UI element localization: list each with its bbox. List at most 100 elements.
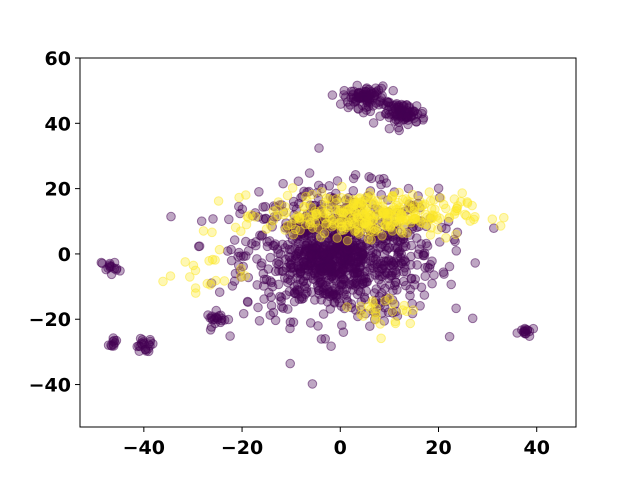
scatter-point-yellow [299, 201, 309, 212]
scatter-point-purple [390, 277, 401, 287]
scatter-point-purple [348, 252, 359, 263]
scatter-point-yellow [302, 196, 312, 206]
scatter-point-yellow [243, 213, 254, 223]
scatter-point-yellow [380, 296, 390, 306]
scatter-point-purple [358, 107, 369, 118]
scatter-point-purple [318, 309, 329, 319]
scatter-point-yellow [219, 276, 230, 286]
scatter-point-purple [364, 89, 375, 100]
scatter-point-purple [376, 264, 387, 274]
scatter-point-purple [272, 244, 283, 254]
scatter-point-yellow [397, 228, 407, 238]
scatter-point-purple [306, 250, 317, 260]
scatter-point-yellow [393, 214, 404, 224]
scatter-point-purple [288, 317, 299, 328]
scatter-point-yellow [268, 206, 279, 216]
scatter-point-yellow [268, 215, 279, 226]
scatter-point-purple [241, 236, 251, 247]
scatter-point-purple [278, 178, 288, 189]
scatter-point-yellow [236, 226, 246, 236]
scatter-point-purple [376, 83, 387, 94]
scatter-point-yellow [356, 301, 366, 312]
scatter-point-purple [316, 334, 327, 344]
scatter-point-purple [315, 242, 325, 253]
scatter-point-yellow [319, 228, 330, 239]
scatter-point-yellow [369, 223, 379, 234]
scatter-point-purple [293, 239, 304, 249]
points-layer [96, 80, 539, 389]
scatter-point-purple [293, 176, 304, 186]
scatter-point-purple [338, 327, 349, 338]
scatter-point-purple [307, 379, 318, 389]
scatter-point-yellow [358, 311, 369, 321]
scatter-point-yellow [429, 195, 439, 205]
scatter-point-purple [97, 258, 108, 269]
scatter-point-yellow [282, 190, 293, 201]
scatter-point-purple [139, 338, 149, 349]
x-tick-label: −40 [123, 437, 165, 459]
scatter-point-purple [451, 246, 462, 256]
scatter-point-yellow [402, 210, 412, 221]
scatter-point-purple [258, 268, 269, 279]
scatter-point-yellow [441, 233, 451, 243]
x-tick-label: 20 [425, 437, 451, 459]
scatter-point-yellow [342, 302, 352, 312]
scatter-point-purple [253, 302, 263, 313]
scatter-point-purple [376, 179, 386, 190]
scatter-point-purple [270, 239, 281, 249]
scatter-point-yellow [214, 244, 225, 255]
scatter-point-purple [411, 233, 422, 243]
scatter-point-purple [381, 178, 392, 188]
scatter-point-yellow [198, 226, 209, 236]
scatter-point-yellow [333, 205, 343, 215]
scatter-point-purple [241, 251, 251, 261]
scatter-point-purple [278, 303, 289, 314]
scatter-point-purple [227, 281, 238, 291]
scatter-point-yellow [288, 229, 299, 240]
scatter-point-purple [366, 87, 376, 97]
scatter-point-purple [266, 292, 276, 302]
y-tick-label: 60 [45, 48, 71, 70]
scatter-point-purple [444, 261, 455, 272]
scatter-point-yellow [407, 189, 418, 200]
scatter-point-purple [225, 331, 235, 341]
scatter-point-purple [229, 276, 240, 287]
scatter-point-yellow [316, 187, 327, 197]
scatter-point-purple [418, 249, 429, 259]
scatter-point-purple [352, 80, 363, 91]
scatter-point-yellow [331, 198, 341, 208]
scatter-point-purple [450, 236, 460, 247]
scatter-point-purple [265, 310, 276, 320]
y-tick-label: 40 [45, 113, 71, 135]
scatter-point-purple [224, 214, 234, 225]
scatter-point-yellow [372, 210, 382, 220]
scatter-point-purple [229, 235, 240, 245]
scatter-point-yellow [376, 333, 386, 344]
scatter-point-purple [264, 236, 275, 246]
scatter-point-yellow [499, 212, 509, 223]
scatter-point-purple [350, 170, 361, 180]
scatter-point-purple [425, 259, 436, 270]
scatter-point-purple [365, 321, 375, 332]
scatter-point-purple [313, 321, 323, 331]
scatter-point-purple [297, 292, 307, 302]
scatter-point-yellow [236, 272, 246, 282]
scatter-point-purple [444, 331, 455, 342]
scatter-point-purple [411, 101, 422, 111]
scatter-point-yellow [280, 201, 290, 212]
scatter-point-purple [338, 265, 349, 276]
scatter-point-yellow [242, 211, 253, 222]
scatter-point-yellow [338, 208, 349, 218]
scatter-point-purple [314, 143, 324, 153]
scatter-point-yellow [337, 181, 347, 192]
scatter-point-yellow [370, 314, 381, 325]
scatter-point-purple [254, 187, 264, 197]
scatter-point-yellow [428, 210, 439, 221]
scatter-point-purple [394, 102, 404, 113]
scatter-point-purple [399, 255, 410, 265]
scatter-point-purple [108, 333, 119, 343]
scatter-point-yellow [205, 280, 216, 290]
scatter-point-yellow [190, 288, 201, 298]
scatter-point-yellow [420, 199, 430, 209]
scatter-point-yellow [390, 316, 401, 327]
